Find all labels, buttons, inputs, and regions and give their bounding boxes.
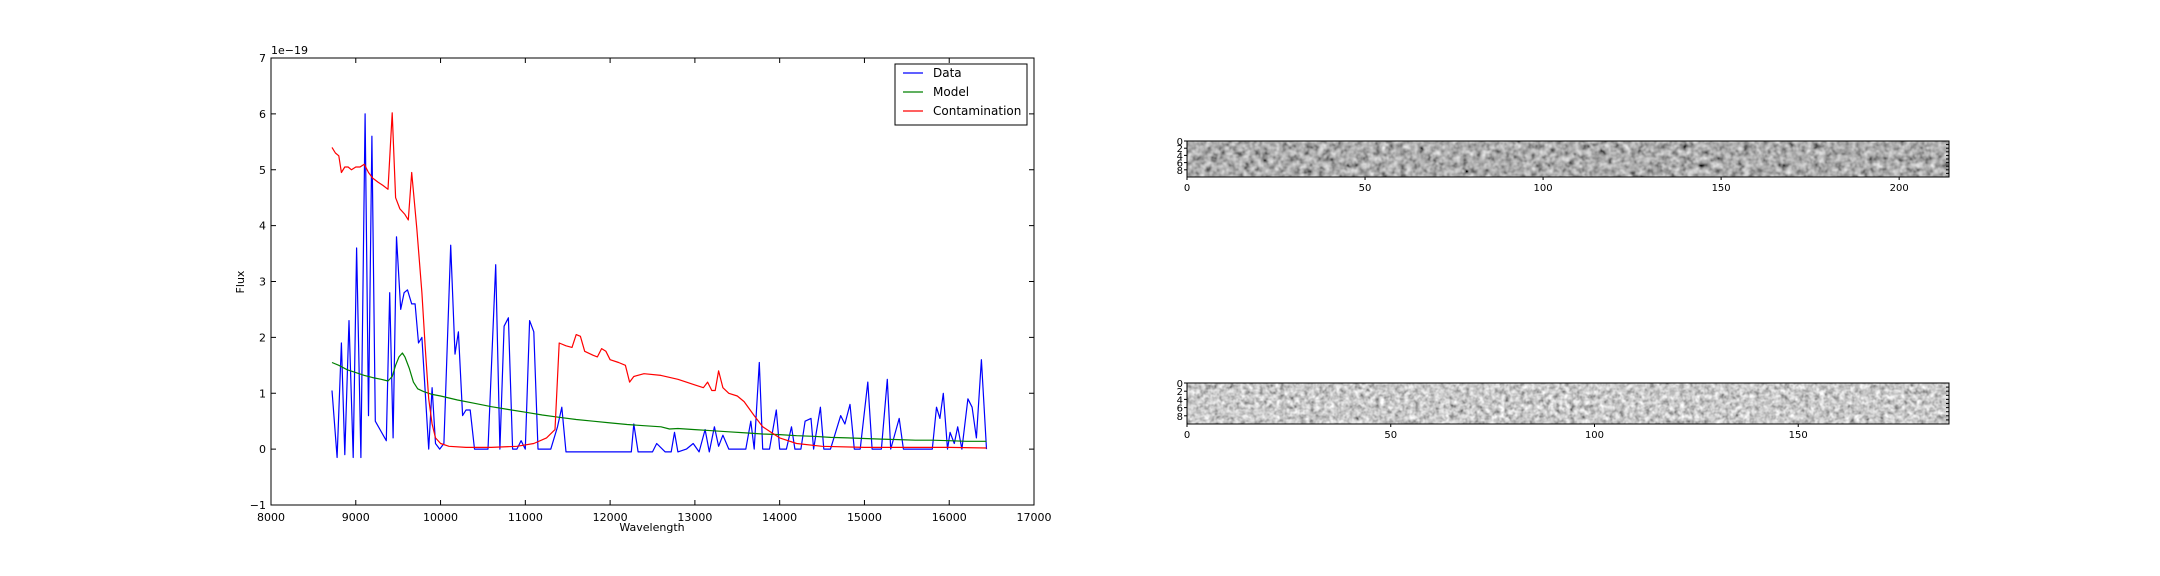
y-tick-label: 0 [259,443,266,456]
spectrum-series-layer [331,112,988,459]
image-y-tick-label: 2 [1177,144,1183,155]
y-tick-label: 6 [259,108,266,121]
legend-label-contamination: Contamination [933,104,1021,118]
image-y-tick-label: 0 [1177,137,1183,148]
image-x-tick-label: 150 [1789,430,1808,441]
y-tick-label: −1 [250,499,266,512]
image-x-tick-label: 100 [1534,183,1553,194]
image-x-tick-label: 150 [1712,183,1731,194]
legend-label-model: Model [933,85,969,99]
y-axis-label: Flux [234,270,247,293]
image-bottom-pixels [1187,383,1949,424]
image-y-tick-label: 0 [1177,379,1183,390]
image-x-tick-label: 0 [1184,183,1190,194]
y-tick-label: 4 [259,220,266,233]
spectrum-plot: 8000 9000 10000 11000 12000 13000 14000 15000 16… [234,44,1052,534]
image-x-tick-label: 200 [1890,183,1909,194]
x-tick-label: 9000 [342,511,370,524]
x-tick-label: 15000 [847,511,882,524]
x-tick-label: 8000 [257,511,285,524]
image-y-tick-label: 8 [1177,412,1183,423]
series-line-model [331,352,987,442]
image-x-tick-label: 50 [1384,430,1397,441]
image-y-tick-label: 6 [1177,159,1183,170]
series-line-contamination [331,112,987,449]
image-y-tick-label: 8 [1177,166,1183,177]
x-tick-label: 11000 [508,511,543,524]
image-y-tick-label: 2 [1177,387,1183,398]
series-line-data [331,113,988,459]
image-y-tick-label: 6 [1177,404,1183,415]
x-tick-label: 10000 [423,511,458,524]
x-tick-label: 14000 [762,511,797,524]
x-tick-label: 12000 [593,511,628,524]
legend: Data Model Contamination [894,63,1028,126]
y-tick-label: 5 [259,164,266,177]
image-y-tick-label: 4 [1177,151,1183,162]
x-axis-label: Wavelength [619,521,684,534]
image-top-pixels [1187,141,1949,177]
y-tick-label: 1 [259,387,266,400]
y-tick-label: 2 [259,331,266,344]
x-tick-label: 16000 [932,511,967,524]
y-tick-label: 3 [259,276,266,289]
image-x-tick-label: 100 [1585,430,1604,441]
x-tick-label: 13000 [677,511,712,524]
spectrum-axis-ticks: 8000 9000 10000 11000 12000 13000 14000 15000 16… [250,52,1052,524]
legend-box [894,63,1028,126]
y-tick-label: 7 [259,52,266,65]
spectrum-plot-background [271,58,1034,505]
legend-label-data: Data [933,66,962,80]
image-x-tick-label: 50 [1359,183,1372,194]
y-offset-text: 1e−19 [271,44,308,57]
image-x-tick-label: 0 [1184,430,1190,441]
x-tick-label: 17000 [1017,511,1052,524]
image-y-tick-label: 4 [1177,395,1183,406]
